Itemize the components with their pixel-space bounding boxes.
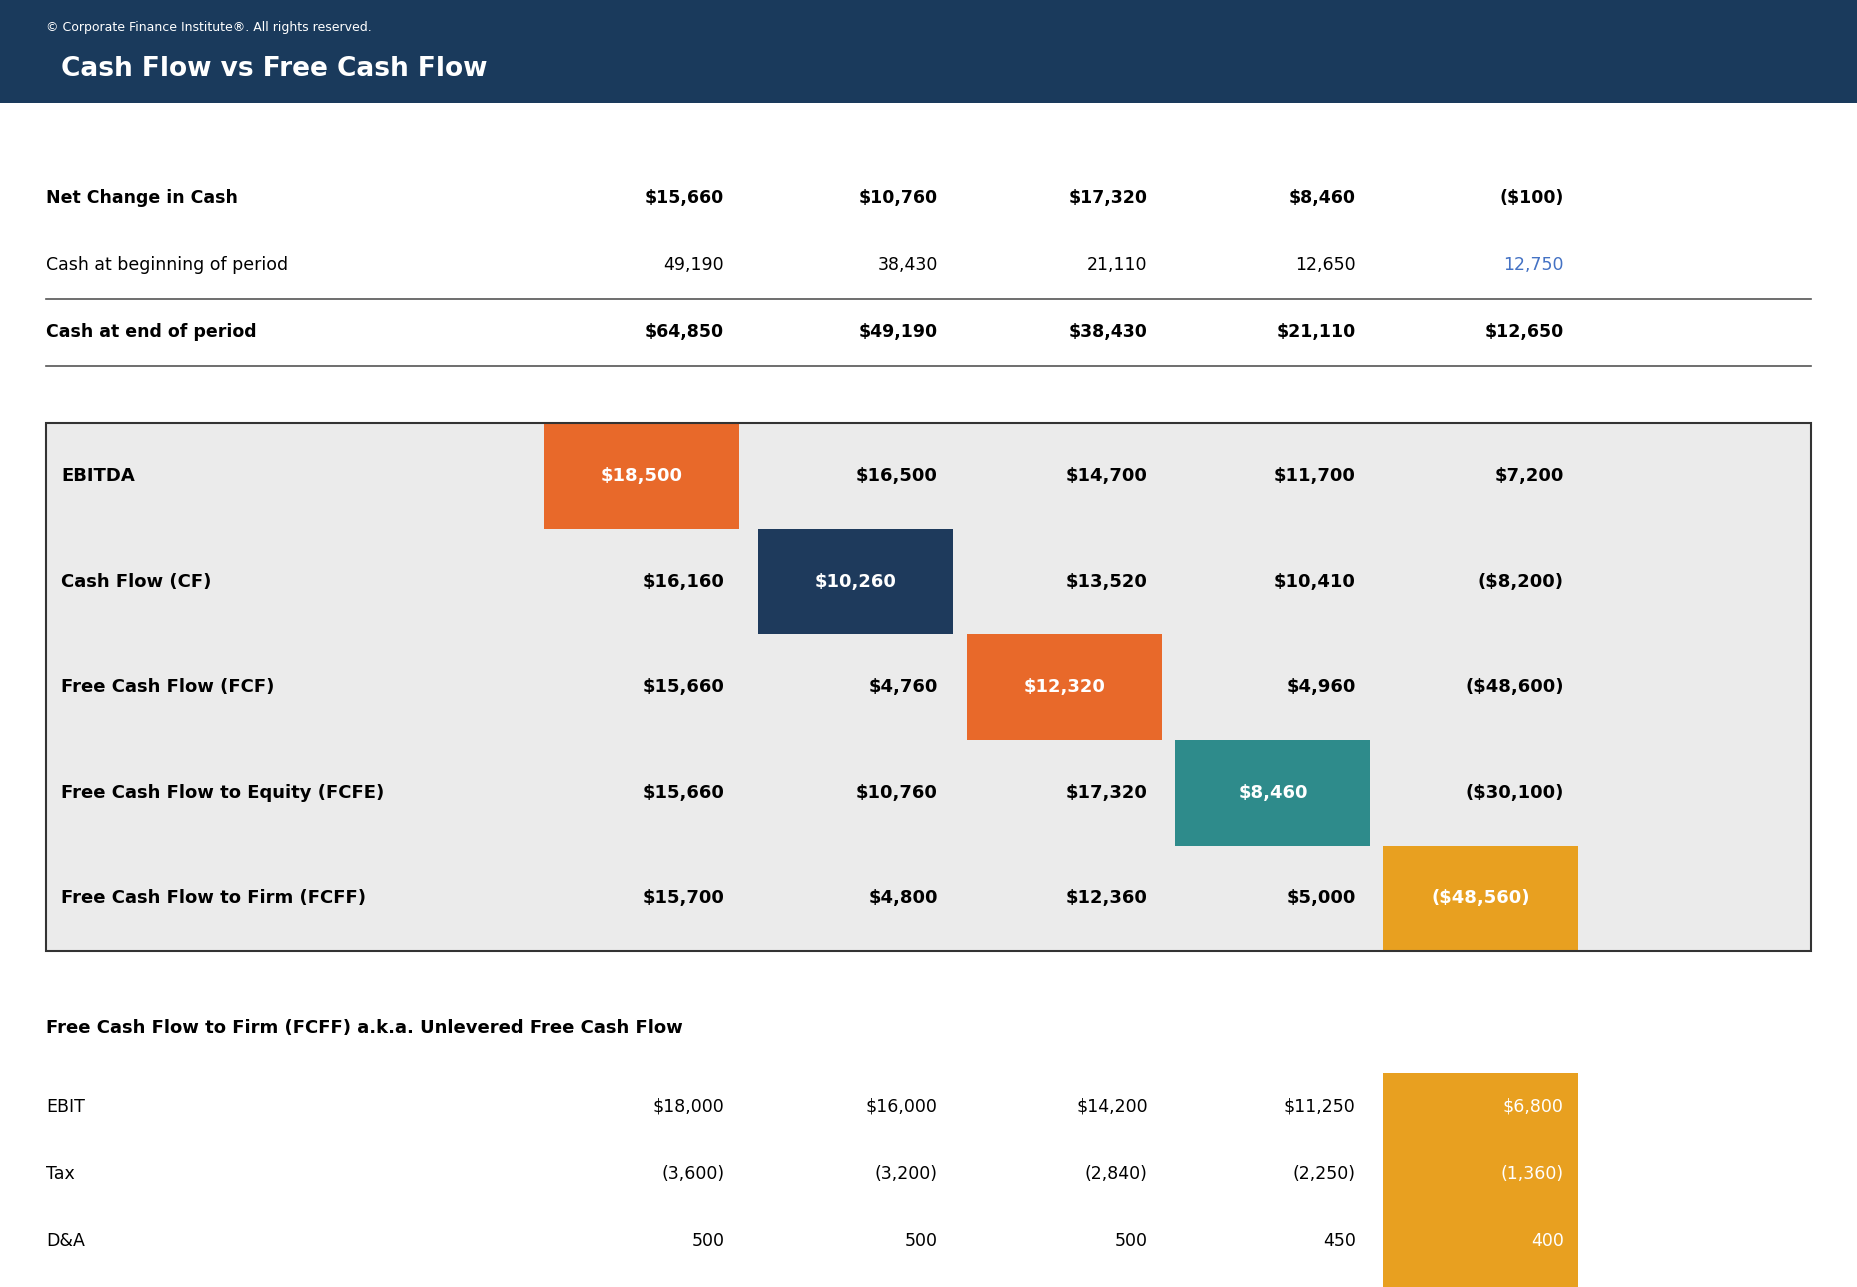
Text: $18,000: $18,000: [652, 1098, 724, 1116]
Text: EBIT: EBIT: [46, 1098, 85, 1116]
Text: Free Cash Flow to Firm (FCFF) a.k.a. Unlevered Free Cash Flow: Free Cash Flow to Firm (FCFF) a.k.a. Unl…: [46, 1019, 683, 1037]
FancyBboxPatch shape: [1175, 740, 1370, 846]
Text: D&A: D&A: [46, 1232, 85, 1250]
FancyBboxPatch shape: [544, 423, 739, 529]
Text: $15,660: $15,660: [643, 678, 724, 696]
Text: $16,000: $16,000: [865, 1098, 938, 1116]
Text: $16,160: $16,160: [643, 573, 724, 591]
Text: $11,700: $11,700: [1274, 467, 1356, 485]
Text: $7,200: $7,200: [1495, 467, 1564, 485]
FancyBboxPatch shape: [1383, 846, 1578, 951]
Text: ($48,600): ($48,600): [1465, 678, 1564, 696]
Text: EBITDA: EBITDA: [61, 467, 136, 485]
Text: Cash at end of period: Cash at end of period: [46, 323, 256, 341]
Text: Cash Flow (CF): Cash Flow (CF): [61, 573, 212, 591]
FancyBboxPatch shape: [46, 423, 1811, 951]
Text: ($8,200): ($8,200): [1478, 573, 1564, 591]
Text: ($100): ($100): [1499, 189, 1564, 207]
Text: $10,760: $10,760: [858, 189, 938, 207]
FancyBboxPatch shape: [0, 0, 1857, 103]
Text: ($48,560): ($48,560): [1432, 889, 1530, 907]
Text: $10,260: $10,260: [813, 573, 897, 591]
FancyBboxPatch shape: [1383, 1073, 1578, 1287]
Text: $15,660: $15,660: [643, 784, 724, 802]
Text: $17,320: $17,320: [1066, 784, 1148, 802]
Text: $8,460: $8,460: [1239, 784, 1307, 802]
Text: 500: 500: [1114, 1232, 1148, 1250]
Text: (1,360): (1,360): [1500, 1165, 1564, 1183]
Text: 500: 500: [904, 1232, 938, 1250]
Text: 38,430: 38,430: [877, 256, 938, 274]
Text: 500: 500: [691, 1232, 724, 1250]
Text: $21,110: $21,110: [1276, 323, 1356, 341]
Text: $18,500: $18,500: [600, 467, 683, 485]
Text: Cash Flow vs Free Cash Flow: Cash Flow vs Free Cash Flow: [61, 57, 488, 82]
Text: 450: 450: [1322, 1232, 1356, 1250]
Text: $14,200: $14,200: [1075, 1098, 1148, 1116]
Text: $64,850: $64,850: [644, 323, 724, 341]
Text: $10,760: $10,760: [856, 784, 938, 802]
Text: $4,960: $4,960: [1287, 678, 1356, 696]
Text: $5,000: $5,000: [1287, 889, 1356, 907]
Text: $15,660: $15,660: [644, 189, 724, 207]
Text: 49,190: 49,190: [663, 256, 724, 274]
Text: $12,360: $12,360: [1066, 889, 1148, 907]
Text: Free Cash Flow (FCF): Free Cash Flow (FCF): [61, 678, 275, 696]
Text: 12,650: 12,650: [1294, 256, 1356, 274]
Text: Free Cash Flow to Firm (FCFF): Free Cash Flow to Firm (FCFF): [61, 889, 366, 907]
Text: (3,600): (3,600): [661, 1165, 724, 1183]
Text: Cash at beginning of period: Cash at beginning of period: [46, 256, 288, 274]
Text: © Corporate Finance Institute®. All rights reserved.: © Corporate Finance Institute®. All righ…: [46, 21, 371, 33]
FancyBboxPatch shape: [758, 529, 953, 634]
Text: ($30,100): ($30,100): [1465, 784, 1564, 802]
Text: 21,110: 21,110: [1086, 256, 1148, 274]
Text: $13,520: $13,520: [1066, 573, 1148, 591]
Text: $16,500: $16,500: [856, 467, 938, 485]
Text: $38,430: $38,430: [1070, 323, 1148, 341]
Text: $12,320: $12,320: [1023, 678, 1107, 696]
Text: (2,250): (2,250): [1292, 1165, 1356, 1183]
Text: (3,200): (3,200): [875, 1165, 938, 1183]
Text: $17,320: $17,320: [1068, 189, 1148, 207]
FancyBboxPatch shape: [967, 634, 1162, 740]
Text: Net Change in Cash: Net Change in Cash: [46, 189, 238, 207]
Text: 400: 400: [1530, 1232, 1564, 1250]
Text: $6,800: $6,800: [1502, 1098, 1564, 1116]
Text: 12,750: 12,750: [1502, 256, 1564, 274]
Text: $8,460: $8,460: [1289, 189, 1356, 207]
Text: $10,410: $10,410: [1274, 573, 1356, 591]
Text: (2,840): (2,840): [1084, 1165, 1148, 1183]
Text: $49,190: $49,190: [858, 323, 938, 341]
Text: $4,800: $4,800: [869, 889, 938, 907]
Text: $12,650: $12,650: [1484, 323, 1564, 341]
Text: $4,760: $4,760: [869, 678, 938, 696]
Text: $15,700: $15,700: [643, 889, 724, 907]
Text: $14,700: $14,700: [1066, 467, 1148, 485]
Text: Free Cash Flow to Equity (FCFE): Free Cash Flow to Equity (FCFE): [61, 784, 384, 802]
Text: Tax: Tax: [46, 1165, 74, 1183]
Text: $11,250: $11,250: [1283, 1098, 1356, 1116]
